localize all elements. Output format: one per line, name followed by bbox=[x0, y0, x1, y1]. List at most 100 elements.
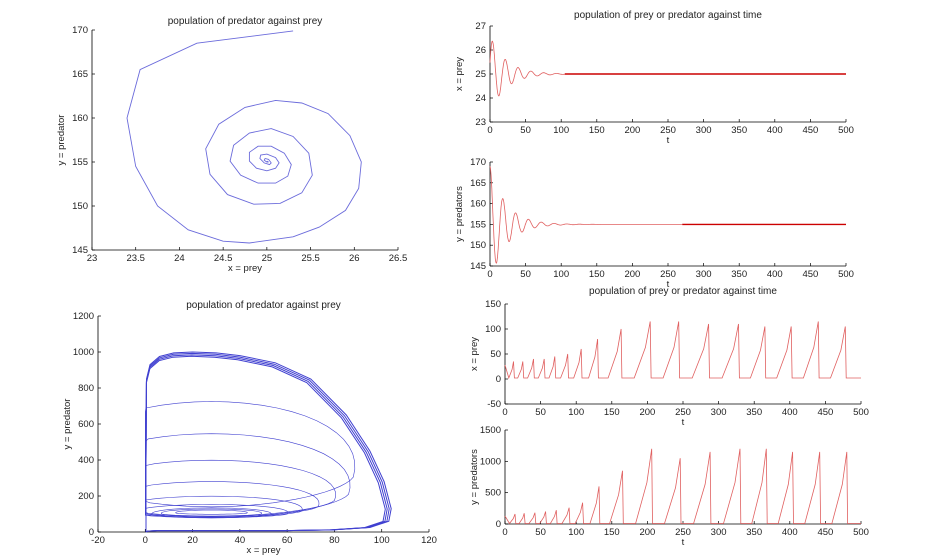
x-tick-label: 25 bbox=[262, 253, 273, 264]
orbit-line bbox=[160, 508, 262, 517]
x-tick-label: 0 bbox=[502, 407, 507, 418]
y-tick-label: 500 bbox=[485, 488, 501, 499]
x-tick-label: 100 bbox=[568, 407, 584, 418]
y-tick-label: 600 bbox=[78, 419, 94, 430]
x-tick-label: 450 bbox=[802, 125, 818, 136]
y-tick-label: 0 bbox=[496, 374, 501, 385]
y-tick-label: 165 bbox=[72, 69, 88, 80]
subplot-predator-time-large: 0 50 100 150 200 250 300 350 400 450 500 0 500 1000 15… bbox=[469, 425, 869, 548]
x-tick-label: 500 bbox=[838, 125, 854, 136]
y-axis-label: y = predators bbox=[454, 186, 465, 242]
time-series-line bbox=[504, 448, 861, 525]
y-tick-label: 150 bbox=[72, 201, 88, 212]
x-axis-label: t bbox=[667, 135, 670, 146]
x-tick-label: 150 bbox=[604, 527, 620, 538]
x-tick-label: 250 bbox=[675, 527, 691, 538]
x-tick-label: 500 bbox=[853, 407, 869, 418]
y-tick-label: 150 bbox=[470, 240, 486, 251]
x-tick-label: 23.5 bbox=[126, 253, 145, 264]
subplot-prey-time-small: 0 50 100 150 200 250 300 350 400 450 500 23 24 25 26 27… bbox=[454, 10, 854, 146]
x-tick-label: 200 bbox=[639, 407, 655, 418]
y-tick-label: 1000 bbox=[73, 347, 94, 358]
y-axis-label: y = predator bbox=[56, 115, 67, 166]
oscillation-line bbox=[489, 166, 683, 264]
y-tick-label: 24 bbox=[475, 93, 486, 104]
limit-cycle-line bbox=[145, 355, 386, 533]
y-axis-label: y = predator bbox=[62, 399, 73, 450]
y-tick-label: 23 bbox=[475, 117, 486, 128]
y-tick-label: 145 bbox=[72, 245, 88, 256]
y-tick-label: 1200 bbox=[73, 311, 94, 322]
x-tick-label: 100 bbox=[553, 269, 569, 280]
orbit-line bbox=[145, 401, 356, 508]
x-tick-label: 350 bbox=[746, 527, 762, 538]
x-tick-label: 200 bbox=[639, 527, 655, 538]
x-tick-label: 24.5 bbox=[214, 253, 233, 264]
x-tick-label: 350 bbox=[731, 269, 747, 280]
x-tick-label: 25.5 bbox=[301, 253, 320, 264]
x-tick-label: 350 bbox=[746, 407, 762, 418]
y-tick-label: 100 bbox=[485, 324, 501, 335]
x-axis-label: t bbox=[682, 417, 685, 428]
x-tick-label: 400 bbox=[767, 125, 783, 136]
x-tick-label: 500 bbox=[853, 527, 869, 538]
x-tick-label: 300 bbox=[711, 407, 727, 418]
chart-title: population of predator against prey bbox=[186, 300, 341, 311]
x-tick-label: -20 bbox=[91, 535, 105, 546]
x-tick-label: 100 bbox=[553, 125, 569, 136]
x-tick-label: 150 bbox=[589, 125, 605, 136]
x-tick-label: 100 bbox=[374, 535, 390, 546]
y-tick-label: -50 bbox=[487, 399, 501, 410]
oscillation-line bbox=[489, 40, 565, 97]
subplot-predator-time-small: 0 50 100 150 200 250 300 350 400 450 500 145 150 155 1… bbox=[454, 157, 854, 290]
x-tick-label: 24 bbox=[174, 253, 185, 264]
x-tick-label: 200 bbox=[624, 125, 640, 136]
x-axis-label: t bbox=[682, 537, 685, 548]
x-tick-label: 0 bbox=[487, 269, 492, 280]
subplot-phase-small: 23 23.5 24 24.5 25 25.5 26 26.5 145 150 155 160 165 1… bbox=[56, 16, 407, 274]
x-tick-label: 450 bbox=[817, 407, 833, 418]
y-tick-label: 160 bbox=[470, 199, 486, 210]
y-tick-label: 800 bbox=[78, 383, 94, 394]
phase-trajectory-line bbox=[126, 30, 362, 244]
chart-title: population of predator against prey bbox=[168, 16, 323, 27]
x-tick-label: 400 bbox=[782, 527, 798, 538]
x-tick-label: 0 bbox=[487, 125, 492, 136]
y-tick-label: 0 bbox=[496, 519, 501, 530]
y-tick-label: 26 bbox=[475, 45, 486, 56]
orbit-line bbox=[175, 509, 248, 515]
x-axis-label: x = prey bbox=[228, 263, 262, 274]
y-tick-label: 155 bbox=[470, 219, 486, 230]
x-tick-label: 50 bbox=[535, 527, 546, 538]
x-tick-label: 26 bbox=[349, 253, 360, 264]
y-tick-label: 25 bbox=[475, 69, 486, 80]
x-tick-label: 500 bbox=[838, 269, 854, 280]
y-tick-label: 145 bbox=[470, 261, 486, 272]
x-tick-label: 20 bbox=[187, 535, 198, 546]
x-tick-label: 150 bbox=[604, 407, 620, 418]
x-tick-label: 350 bbox=[731, 125, 747, 136]
y-axis-label: x = prey bbox=[469, 337, 480, 371]
x-axis-label: t bbox=[667, 279, 670, 290]
x-tick-label: 80 bbox=[329, 535, 340, 546]
x-tick-label: 250 bbox=[660, 269, 676, 280]
x-tick-label: 200 bbox=[624, 269, 640, 280]
x-tick-label: 50 bbox=[520, 125, 531, 136]
x-tick-label: 50 bbox=[520, 269, 531, 280]
x-tick-label: 250 bbox=[675, 407, 691, 418]
y-tick-label: 200 bbox=[78, 491, 94, 502]
y-tick-label: 165 bbox=[470, 178, 486, 189]
chart-title: population of prey or predator against t… bbox=[574, 10, 762, 21]
x-tick-label: 100 bbox=[568, 527, 584, 538]
subplot-phase-large: -20 0 20 40 60 80 100 120020040060080010001200p… bbox=[62, 300, 437, 556]
y-tick-label: 27 bbox=[475, 21, 486, 32]
y-tick-label: 155 bbox=[72, 157, 88, 168]
x-tick-label: 120 bbox=[421, 535, 437, 546]
y-tick-label: 1000 bbox=[480, 456, 501, 467]
x-tick-label: 400 bbox=[767, 269, 783, 280]
x-tick-label: 23 bbox=[87, 253, 98, 264]
y-tick-label: 170 bbox=[470, 157, 486, 168]
y-tick-label: 0 bbox=[89, 527, 94, 538]
x-tick-label: 300 bbox=[711, 527, 727, 538]
y-axis-label: x = prey bbox=[454, 57, 465, 91]
